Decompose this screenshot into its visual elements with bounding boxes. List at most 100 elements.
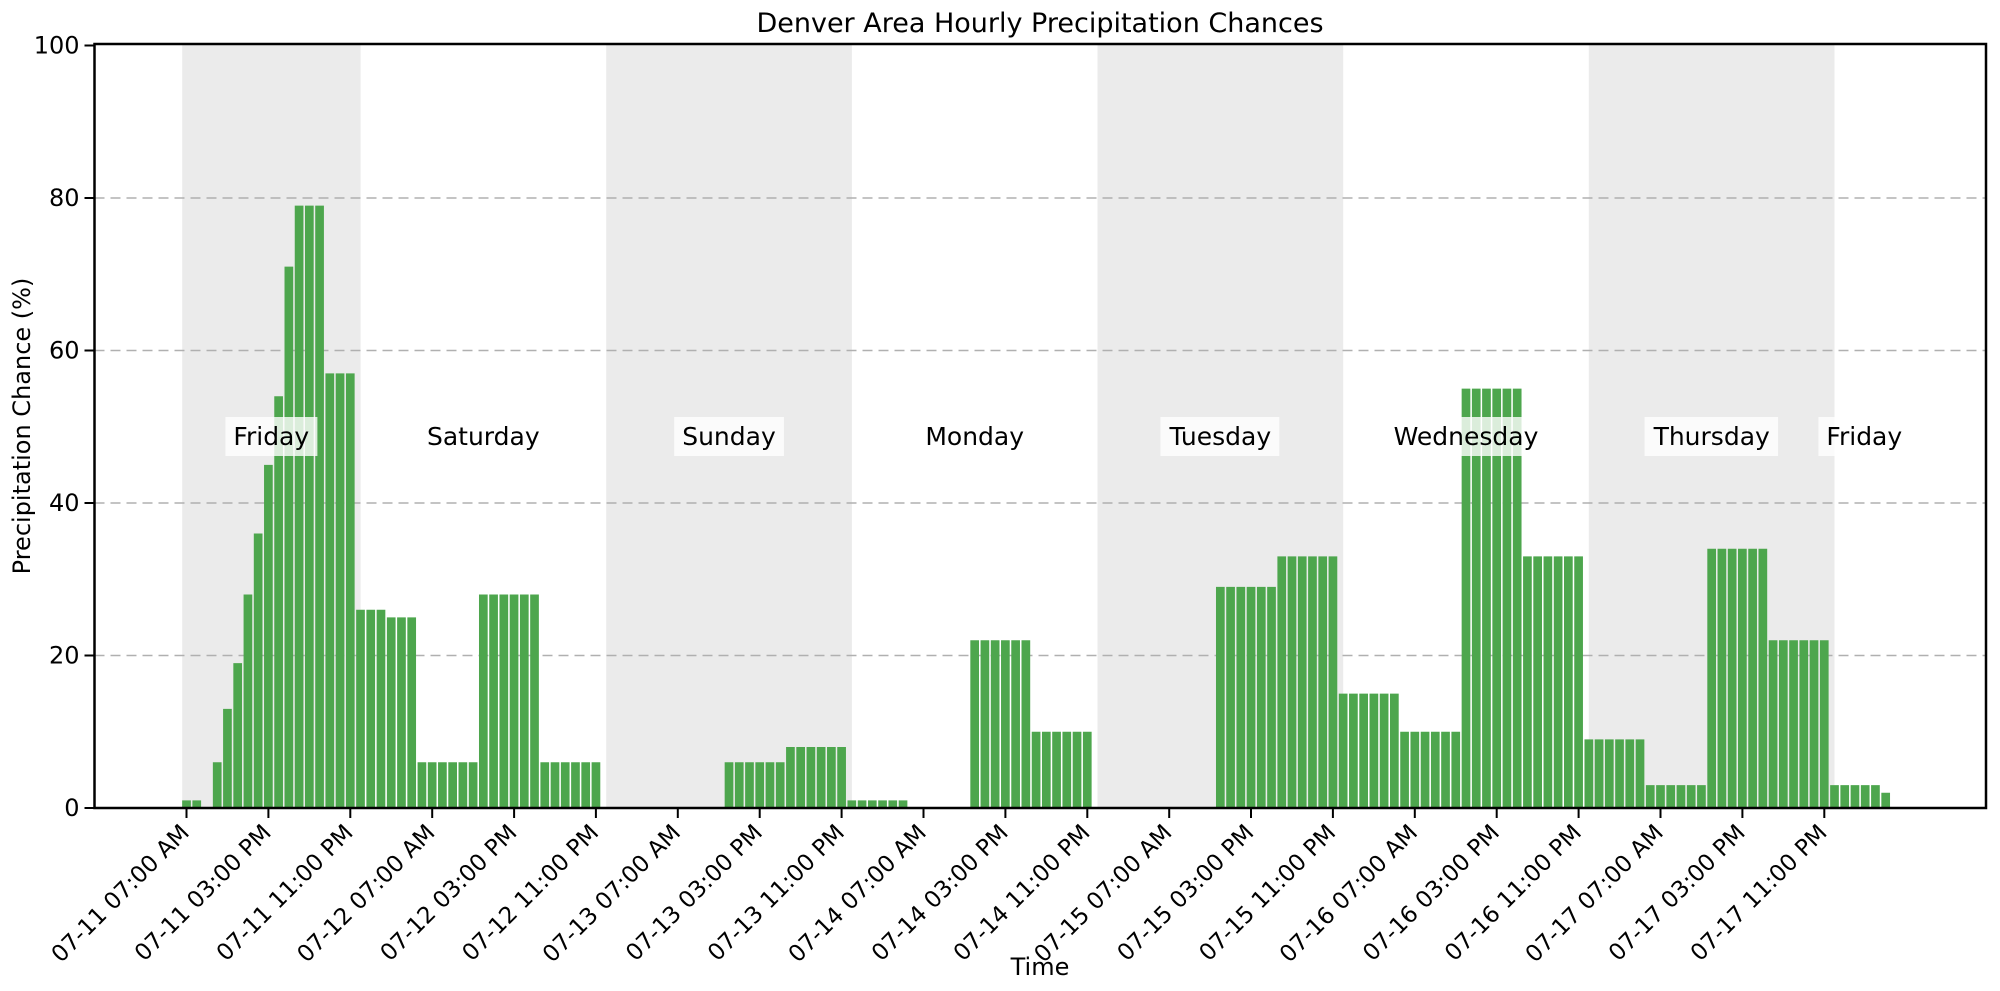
precip-bar [1338, 693, 1348, 809]
precip-bar [499, 594, 509, 808]
y-tick-label: 40 [49, 489, 80, 517]
precip-bar [1236, 586, 1246, 809]
precip-bar [1246, 586, 1256, 809]
precip-bar [1328, 556, 1338, 809]
precip-bar [1625, 739, 1635, 809]
precip-bar [1031, 731, 1041, 808]
precip-bar [1082, 731, 1092, 808]
precip-bar [233, 663, 243, 809]
x-tick-label: 07-16 03:00 PM [1358, 820, 1505, 967]
precip-bar [366, 609, 376, 808]
precip-bar [816, 747, 826, 808]
day-label: Friday [233, 422, 309, 451]
day-label-box [419, 417, 548, 456]
precip-bar [980, 640, 990, 808]
precip-bar [1594, 739, 1604, 809]
precip-bar [182, 800, 191, 809]
precip-bar [1052, 731, 1061, 808]
precip-bar [745, 762, 754, 808]
x-tick-label: 07-11 03:00 PM [130, 820, 277, 967]
precip-bar [1482, 388, 1491, 809]
axes-frame [93, 42, 1988, 810]
precip-bar [1420, 731, 1430, 808]
precip-bar [857, 800, 867, 809]
precip-bar [1441, 731, 1450, 808]
precip-bar [1512, 388, 1522, 809]
precip-bar [294, 205, 304, 809]
precip-bar [581, 762, 591, 808]
precip-bar [1553, 556, 1563, 809]
precip-bar [1717, 548, 1727, 808]
chart-plot-area: Friday Saturday Sunday Monday Tuesday Wednesd… [34, 32, 1988, 968]
precip-bar [325, 373, 335, 809]
y-tick-label: 0 [64, 794, 79, 822]
x-tick-label: 07-17 03:00 PM [1604, 820, 1751, 967]
precip-bar [1461, 388, 1471, 809]
precip-bar [284, 266, 294, 809]
y-tick-label: 100 [34, 32, 80, 60]
precip-bar [571, 762, 580, 808]
precip-bar [1226, 586, 1235, 809]
precip-bar [1041, 731, 1051, 808]
precip-bar [304, 205, 314, 809]
day-label: Saturday [427, 422, 540, 451]
precip-bar [550, 762, 560, 808]
precip-bar [1686, 785, 1696, 809]
x-tick-label: 07-15 03:00 PM [1113, 820, 1260, 967]
precip-bar [1502, 388, 1512, 809]
precip-bar [847, 800, 857, 809]
precip-bar [335, 373, 345, 809]
x-tick-label: 07-11 11:00 PM [212, 820, 359, 967]
y-tick-label: 80 [49, 184, 80, 212]
precip-bar [1758, 548, 1768, 808]
precip-bar [1564, 556, 1573, 809]
precip-bar [1860, 785, 1870, 809]
precip-bar [1635, 739, 1645, 809]
day-label-box [225, 417, 318, 456]
precip-bar [1021, 640, 1031, 808]
precip-bar [591, 762, 601, 808]
precip-bar [438, 762, 447, 808]
x-tick-label: 07-12 07:00 AM [292, 820, 440, 968]
x-tick-label: 07-12 03:00 PM [376, 820, 523, 967]
precip-bar [1809, 640, 1819, 808]
precip-bar [827, 747, 836, 808]
precip-bar [970, 640, 980, 808]
precip-bar [1318, 556, 1328, 809]
precip-bar [1789, 640, 1798, 808]
precip-bar [1645, 785, 1655, 809]
y-tick-label: 60 [49, 337, 80, 365]
day-label: Wednesday [1394, 422, 1539, 451]
precip-bar [1727, 548, 1737, 808]
precip-bar [888, 800, 898, 809]
day-label-box [1160, 417, 1280, 456]
x-tick-label: 07-15 11:00 PM [1194, 820, 1341, 967]
precip-bar [898, 800, 908, 809]
day-label-box [1644, 417, 1779, 456]
precip-bar [837, 747, 846, 808]
day-label-box [674, 417, 784, 456]
day-label: Monday [925, 422, 1024, 451]
precip-bar [397, 617, 406, 809]
precip-bar [1748, 548, 1757, 808]
x-axis-label: Time [1010, 953, 1070, 981]
precip-bar [530, 594, 539, 808]
precip-bar [1830, 785, 1839, 809]
x-tick-label: 07-15 07:00 AM [1029, 820, 1177, 968]
precip-bar [509, 594, 519, 808]
x-tick-label: 07-16 07:00 AM [1275, 820, 1423, 968]
precip-bar [1287, 556, 1297, 809]
x-tick-label: 07-13 07:00 AM [538, 820, 686, 968]
precip-bar [1656, 785, 1665, 809]
precip-bar [765, 762, 775, 808]
precip-bar [386, 617, 396, 809]
precip-bar [1543, 556, 1553, 809]
precip-bar [786, 747, 795, 808]
precip-bar [1604, 739, 1614, 809]
precip-bar [489, 594, 498, 808]
precip-bar [1390, 693, 1399, 809]
precip-bar [1768, 640, 1778, 808]
precip-bar [1072, 731, 1082, 808]
precip-bar [1533, 556, 1542, 809]
precip-bar [775, 762, 785, 808]
